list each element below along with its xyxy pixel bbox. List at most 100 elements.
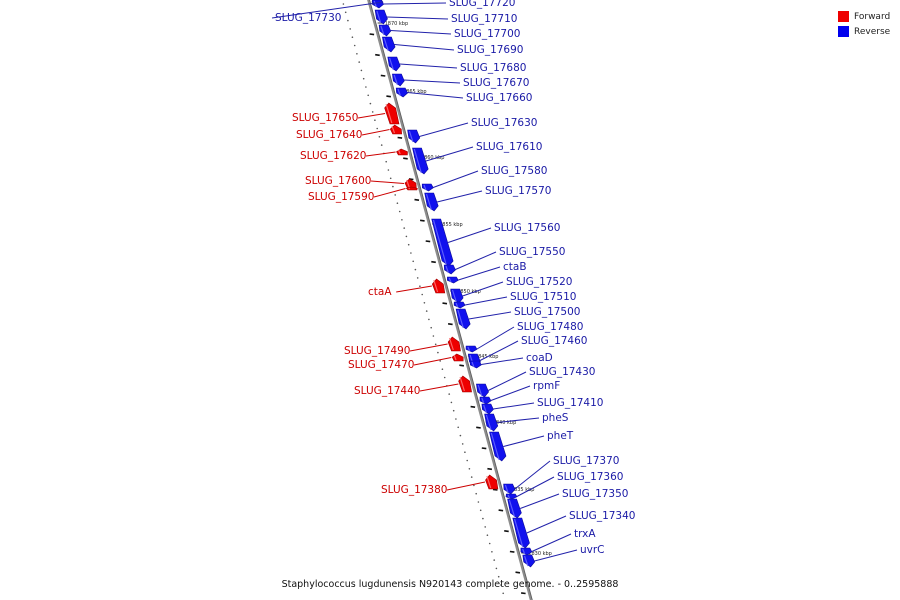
gene-label[interactable]: SLUG_17430 <box>529 366 595 378</box>
gene-SLUG_17600[interactable] <box>404 178 417 189</box>
gene-label[interactable]: SLUG_17710 <box>451 13 517 25</box>
gene-SLUG_17700[interactable] <box>378 24 392 37</box>
gene-arrow[interactable] <box>458 375 472 393</box>
gene-SLUG_17340[interactable] <box>512 517 530 549</box>
gene-arrow[interactable] <box>384 102 400 125</box>
gene-label[interactable]: SLUG_17350 <box>562 488 628 500</box>
gene-label[interactable]: SLUG_17730 <box>275 12 341 24</box>
gene-SLUG_17430[interactable] <box>476 383 489 398</box>
gene-ctaA[interactable] <box>431 278 446 294</box>
gene-SLUG_17580[interactable] <box>421 183 434 192</box>
gene-arrow[interactable] <box>479 396 492 405</box>
gene-rpmF[interactable] <box>479 396 492 405</box>
gene-SLUG_17720[interactable] <box>372 0 384 9</box>
gene-SLUG_17670[interactable] <box>392 73 405 87</box>
gene-arrow[interactable] <box>447 336 461 352</box>
gene-label[interactable]: SLUG_17480 <box>517 321 583 333</box>
gene-label[interactable]: SLUG_17500 <box>514 306 580 318</box>
gene-arrow[interactable] <box>431 278 446 294</box>
gene-label[interactable]: SLUG_17590 <box>308 191 374 203</box>
gene-arrow[interactable] <box>396 148 408 156</box>
gene-label[interactable]: SLUG_17620 <box>300 150 366 162</box>
gene-label[interactable]: SLUG_17520 <box>506 276 572 288</box>
gene-label[interactable]: SLUG_17410 <box>537 397 603 409</box>
gene-arrow[interactable] <box>446 276 459 284</box>
gene-SLUG_17710[interactable] <box>374 9 388 25</box>
reverse-swatch-icon <box>838 26 849 37</box>
gene-SLUG_17550[interactable] <box>443 264 456 275</box>
gene-SLUG_17480[interactable] <box>465 345 478 353</box>
gene-arrow[interactable] <box>453 301 466 309</box>
gene-label[interactable]: SLUG_17380 <box>381 484 447 496</box>
gene-SLUG_17370[interactable] <box>503 483 516 495</box>
gene-label[interactable]: SLUG_17610 <box>476 141 542 153</box>
gene-trxA[interactable] <box>520 547 533 556</box>
gene-SLUG_17590[interactable] <box>405 186 418 191</box>
gene-arrow[interactable] <box>465 345 478 353</box>
gene-label[interactable]: SLUG_17660 <box>466 92 532 104</box>
gene-label[interactable]: uvrC <box>580 544 605 556</box>
gene-coaD[interactable] <box>469 360 482 369</box>
gene-ctaB[interactable] <box>446 276 459 284</box>
gene-label[interactable]: SLUG_17360 <box>557 471 623 483</box>
gene-SLUG_17690[interactable] <box>382 36 396 53</box>
gene-label[interactable]: pheS <box>542 412 569 424</box>
gene-SLUG_17560[interactable] <box>431 218 454 267</box>
gene-pheS[interactable] <box>484 413 499 432</box>
gene-label[interactable]: SLUG_17470 <box>348 359 414 371</box>
gene-SLUG_17440[interactable] <box>458 375 472 393</box>
gene-label[interactable]: SLUG_17560 <box>494 222 560 234</box>
gene-label[interactable]: SLUG_17580 <box>481 165 547 177</box>
gene-SLUG_17470[interactable] <box>451 353 464 362</box>
gene-arrow[interactable] <box>451 353 464 362</box>
gene-SLUG_17680[interactable] <box>387 56 401 72</box>
gene-SLUG_17380[interactable] <box>485 474 499 490</box>
gene-label[interactable]: coaD <box>526 352 553 364</box>
gene-label[interactable]: SLUG_17670 <box>463 77 529 89</box>
gene-label[interactable]: ctaB <box>503 261 527 273</box>
gene-label[interactable]: ctaA <box>368 286 392 298</box>
gene-SLUG_17650[interactable] <box>384 102 400 125</box>
gene-label[interactable]: SLUG_17690 <box>457 44 523 56</box>
gene-highlight <box>486 475 492 489</box>
gene-label[interactable]: SLUG_17340 <box>569 510 635 522</box>
gene-label[interactable]: SLUG_17650 <box>292 112 358 124</box>
gene-label[interactable]: SLUG_17460 <box>521 335 587 347</box>
gene-SLUG_17570[interactable] <box>424 192 439 212</box>
gene-SLUG_17510[interactable] <box>453 301 466 309</box>
gene-SLUG_17410[interactable] <box>481 403 494 415</box>
gene-SLUG_17360[interactable] <box>505 493 518 500</box>
gene-SLUG_17640[interactable] <box>389 124 403 135</box>
gene-label[interactable]: SLUG_17630 <box>471 117 537 129</box>
gene-label[interactable]: SLUG_17490 <box>344 345 410 357</box>
gene-pheT[interactable] <box>489 431 507 462</box>
gene-label[interactable]: SLUG_17600 <box>305 175 371 187</box>
gene-arrow[interactable] <box>421 183 434 192</box>
gene-SLUG_17500[interactable] <box>455 308 471 330</box>
gene-label[interactable]: SLUG_17550 <box>499 246 565 258</box>
gene-label[interactable]: SLUG_17700 <box>454 28 520 40</box>
gene-label[interactable]: SLUG_17370 <box>553 455 619 467</box>
gene-label[interactable]: SLUG_17510 <box>510 291 576 303</box>
gene-SLUG_17490[interactable] <box>447 336 461 352</box>
gene-arrow[interactable] <box>389 124 403 135</box>
gene-SLUG_17660[interactable] <box>395 87 408 98</box>
gene-label[interactable]: trxA <box>574 528 596 540</box>
gene-label[interactable]: SLUG_17640 <box>296 129 362 141</box>
gene-uvrC[interactable] <box>522 554 536 568</box>
gene-arrow[interactable] <box>505 493 518 500</box>
gene-label[interactable]: rpmF <box>533 380 560 392</box>
gene-label[interactable]: SLUG_17720 <box>449 0 515 9</box>
gene-label[interactable]: pheT <box>547 430 574 442</box>
gene-label[interactable]: SLUG_17570 <box>485 185 551 197</box>
gene-SLUG_17520[interactable] <box>450 288 464 304</box>
gene-arrow[interactable] <box>485 474 499 490</box>
gene-label[interactable]: SLUG_17440 <box>354 385 420 397</box>
gene-arrow[interactable] <box>520 547 533 556</box>
gene-arrow[interactable] <box>469 360 482 369</box>
gene-SLUG_17620[interactable] <box>396 148 408 156</box>
gene-SLUG_17610[interactable] <box>412 147 429 175</box>
gene-label[interactable]: SLUG_17680 <box>460 62 526 74</box>
gene-SLUG_17630[interactable] <box>407 129 421 144</box>
gene-SLUG_17350[interactable] <box>507 498 522 519</box>
